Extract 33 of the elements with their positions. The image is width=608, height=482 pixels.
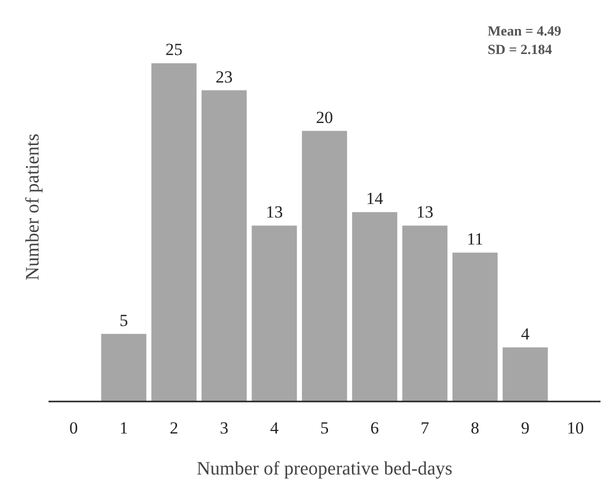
data-label: 25	[165, 40, 182, 60]
y-axis-title: Number of patients	[22, 134, 44, 280]
x-axis-title: Number of preoperative bed-days	[196, 458, 452, 480]
bar	[252, 226, 297, 402]
bar	[101, 334, 146, 402]
x-tick-label: 5	[320, 418, 329, 438]
text: SD = 2.184	[488, 43, 552, 58]
x-tick-label: 8	[470, 418, 480, 438]
x-tick-label: 7	[420, 418, 430, 438]
x-tick-label: 2	[170, 418, 178, 438]
x-tick-label: 1	[120, 418, 128, 438]
data-label: 5	[120, 310, 128, 330]
data-label: 13	[266, 202, 283, 222]
data-label: 23	[216, 67, 233, 86]
bar	[151, 63, 197, 402]
x-tick-label: 3	[220, 418, 228, 438]
bar	[302, 130, 348, 402]
data-label: 20	[316, 108, 333, 127]
bar	[502, 347, 548, 402]
x-tick-label: 4	[270, 418, 280, 438]
bar	[352, 212, 398, 402]
x-tick-label: 6	[370, 418, 379, 438]
data-label: 4	[520, 324, 530, 344]
data-label: 13	[416, 202, 434, 222]
data-label: 11	[466, 230, 484, 249]
x-tick-label: 0	[69, 418, 78, 438]
bar	[452, 252, 498, 402]
bar	[402, 226, 448, 402]
data-label: 14	[366, 189, 384, 208]
x-tick-label: 9	[520, 418, 530, 438]
bar	[202, 90, 247, 402]
text: Mean = 4.49	[488, 24, 562, 40]
x-tick-label: 10	[566, 418, 584, 438]
